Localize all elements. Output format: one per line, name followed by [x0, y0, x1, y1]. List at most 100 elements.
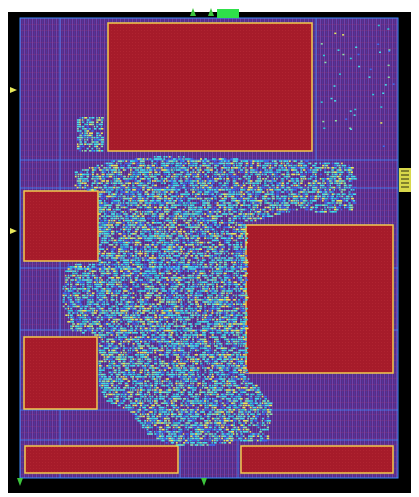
- standard-cell: [231, 189, 233, 191]
- standard-cell: [125, 241, 129, 244]
- standard-cell: [98, 307, 102, 310]
- standard-cell: [300, 167, 304, 169]
- standard-cell: [94, 329, 97, 332]
- standard-cell: [184, 184, 187, 187]
- standard-cell: [247, 217, 251, 220]
- standard-cell: [288, 195, 291, 198]
- standard-cell: [242, 270, 245, 272]
- standard-cell: [113, 292, 115, 294]
- standard-cell: [293, 186, 296, 189]
- standard-cell: [69, 303, 73, 305]
- standard-cell: [261, 186, 265, 189]
- standard-cell: [221, 257, 224, 259]
- standard-cell: [204, 316, 207, 319]
- standard-cell: [149, 263, 152, 266]
- standard-cell: [233, 246, 237, 248]
- standard-cell: [101, 233, 104, 235]
- standard-cell: [295, 173, 298, 176]
- standard-cell: [142, 340, 145, 343]
- standard-cell: [173, 250, 176, 253]
- standard-cell: [108, 211, 111, 213]
- standard-cell: [156, 193, 159, 195]
- standard-cell: [113, 281, 116, 283]
- standard-cell: [240, 307, 244, 310]
- standard-cell: [79, 307, 83, 310]
- standard-cell: [276, 175, 279, 178]
- standard-cell: [235, 334, 238, 336]
- standard-cell: [139, 193, 142, 195]
- standard-cell: [122, 164, 125, 167]
- standard-cell: [86, 279, 89, 281]
- standard-cell: [243, 318, 246, 321]
- standard-cell: [180, 167, 184, 169]
- standard-cell: [137, 171, 140, 173]
- standard-cell: [67, 294, 71, 297]
- standard-cell: [209, 332, 213, 334]
- standard-cell: [190, 255, 194, 257]
- standard-cell: [341, 169, 343, 171]
- standard-cell: [173, 299, 177, 301]
- standard-cell: [216, 314, 218, 316]
- standard-cell: [127, 266, 131, 268]
- standard-cell: [170, 303, 175, 305]
- standard-cell: [104, 175, 108, 178]
- standard-cell: [264, 197, 267, 200]
- standard-cell: [348, 184, 352, 187]
- standard-cell: [72, 279, 75, 281]
- standard-cell: [209, 301, 212, 303]
- standard-cell: [247, 206, 251, 209]
- standard-cell: [220, 301, 223, 303]
- standard-cell: [98, 230, 102, 233]
- standard-cell: [117, 290, 122, 292]
- standard-cell: [204, 206, 206, 209]
- standard-cell: [127, 191, 129, 193]
- standard-cell: [293, 195, 296, 198]
- standard-cell: [159, 283, 162, 286]
- standard-cell: [113, 164, 117, 167]
- standard-cell: [252, 171, 255, 173]
- standard-cell: [256, 160, 260, 162]
- standard-cell: [163, 255, 166, 257]
- standard-cell: [96, 318, 99, 321]
- standard-cell: [237, 222, 240, 224]
- standard-cell: [120, 222, 122, 224]
- standard-cell: [223, 167, 227, 169]
- standard-cell: [82, 175, 84, 178]
- standard-cell: [112, 318, 116, 321]
- standard-cell: [225, 325, 227, 327]
- standard-cell: [204, 263, 207, 266]
- standard-cell: [111, 292, 113, 294]
- standard-cell: [182, 193, 187, 195]
- standard-cell: [240, 244, 242, 246]
- standard-cell: [242, 233, 245, 235]
- standard-cell: [211, 257, 214, 259]
- standard-cell: [147, 285, 151, 288]
- standard-cell: [334, 182, 337, 184]
- standard-cell: [108, 263, 111, 266]
- standard-cell: [219, 215, 222, 217]
- standard-cell: [225, 162, 229, 165]
- standard-cell: [187, 343, 189, 345]
- standard-cell: [187, 162, 190, 165]
- standard-cell: [163, 178, 168, 180]
- standard-cell: [254, 189, 257, 191]
- standard-cell: [259, 186, 262, 189]
- standard-cell: [74, 171, 78, 173]
- standard-cell: [129, 268, 133, 270]
- standard-cell: [127, 314, 129, 316]
- standard-cell: [177, 340, 180, 343]
- standard-cell: [93, 281, 96, 283]
- standard-cell: [187, 281, 191, 283]
- standard-cell: [219, 235, 221, 237]
- standard-cell: [178, 268, 180, 270]
- standard-cell: [196, 226, 200, 228]
- standard-cell: [161, 169, 165, 171]
- standard-cell: [96, 296, 100, 299]
- standard-cell: [336, 206, 340, 209]
- standard-cell: [204, 202, 208, 204]
- standard-cell: [341, 193, 345, 195]
- standard-cell: [343, 200, 346, 202]
- standard-cell: [221, 206, 224, 209]
- standard-cell: [115, 318, 119, 321]
- standard-cell: [94, 283, 97, 286]
